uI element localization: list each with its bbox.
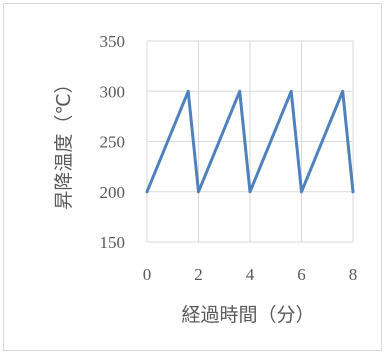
x-axis-ticks: 0 2 4 6 8 (143, 265, 358, 284)
y-tick-label: 250 (100, 133, 126, 152)
y-tick-label: 200 (100, 183, 126, 202)
chart-frame (3, 3, 382, 351)
gridlines (146, 40, 354, 243)
y-axis-ticks: 150 200 250 300 350 (100, 32, 126, 252)
x-tick-label: 2 (194, 265, 203, 284)
x-tick-label: 6 (297, 265, 306, 284)
x-axis-title: 経過時間（分） (181, 304, 314, 326)
y-tick-label: 150 (100, 233, 126, 252)
x-tick-label: 4 (246, 265, 255, 284)
y-tick-label: 350 (100, 32, 126, 51)
y-axis-title: 昇降温度（℃） (53, 74, 75, 209)
series-layer (145, 89, 355, 194)
series-line-0 (145, 89, 355, 194)
x-tick-label: 0 (143, 265, 152, 284)
y-tick-label: 300 (100, 82, 126, 101)
x-tick-label: 8 (349, 265, 358, 284)
